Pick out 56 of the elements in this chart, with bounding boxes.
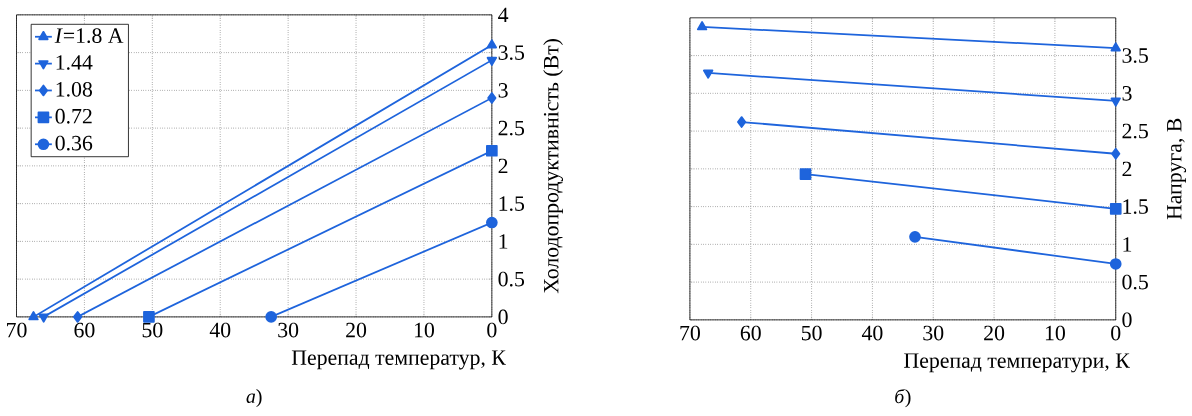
x-tick-label: 40 <box>861 325 883 341</box>
point <box>1109 203 1122 215</box>
x-axis-title: Перепад температур, К <box>291 350 506 370</box>
point <box>143 311 155 323</box>
legend-label: 1.44 <box>56 55 93 70</box>
point <box>486 144 498 157</box>
x-tick-label: 60 <box>74 322 95 338</box>
legend-label: 0.72 <box>55 108 92 124</box>
point <box>1109 258 1122 270</box>
point <box>909 230 921 243</box>
x-tick-label: 0 <box>1111 325 1121 341</box>
x-tick-label: 10 <box>1045 325 1065 341</box>
x-tick-label: 40 <box>209 322 231 338</box>
point <box>487 92 497 104</box>
y-tick-label: 4 <box>498 7 509 23</box>
x-tick-label: 20 <box>984 325 1005 341</box>
y-tick-label: 2 <box>498 158 508 174</box>
point <box>265 311 277 323</box>
y-axis-title: Холодопродуктивність (Вт) <box>543 39 564 294</box>
point <box>73 311 83 323</box>
y-tick-label: 0 <box>1122 312 1132 328</box>
x-axis-title: Перепад температури, К <box>904 353 1130 373</box>
y-tick-label: 1.5 <box>499 196 525 212</box>
point <box>799 168 812 180</box>
y-tick-label: 3 <box>498 83 508 98</box>
x-tick-label: 50 <box>142 322 163 338</box>
point <box>486 216 498 229</box>
point <box>1111 147 1121 160</box>
y-axis-title: Напруга, В <box>1167 118 1187 220</box>
x-tick-label: 50 <box>801 325 822 341</box>
x-tick-label: 10 <box>414 322 434 338</box>
y-tick-label: 2.5 <box>498 120 525 136</box>
y-tick-label: 2 <box>1122 161 1132 177</box>
y-tick-label: 3.5 <box>1122 48 1148 63</box>
text: б) <box>895 388 911 408</box>
x-tick-label: 70 <box>680 325 700 341</box>
x-tick-label: 30 <box>923 325 944 341</box>
y-tick-label: 0 <box>498 309 508 325</box>
x-tick-label: 60 <box>740 325 761 341</box>
x-tick-label: 20 <box>346 322 367 338</box>
x-tick-label: 30 <box>278 322 299 338</box>
y-tick-label: 0.5 <box>1122 274 1148 290</box>
legend-label: 0.36 <box>55 135 93 151</box>
y-tick-label: 2.5 <box>1122 123 1148 139</box>
x-tick-label: 70 <box>7 322 27 338</box>
legend-label: I=1.8 А <box>54 28 124 44</box>
point <box>737 116 747 128</box>
text: а) <box>246 389 262 408</box>
y-tick-label: 1 <box>1123 237 1132 252</box>
y-tick-label: 3 <box>1122 86 1132 101</box>
y-tick-label: 1 <box>499 234 508 249</box>
y-tick-label: 0.5 <box>498 271 525 287</box>
legend-label: 1.08 <box>56 81 92 97</box>
y-tick-label: 1.5 <box>1123 199 1148 214</box>
x-tick-label: 0 <box>487 322 497 338</box>
y-tick-label: 3.5 <box>498 45 525 61</box>
